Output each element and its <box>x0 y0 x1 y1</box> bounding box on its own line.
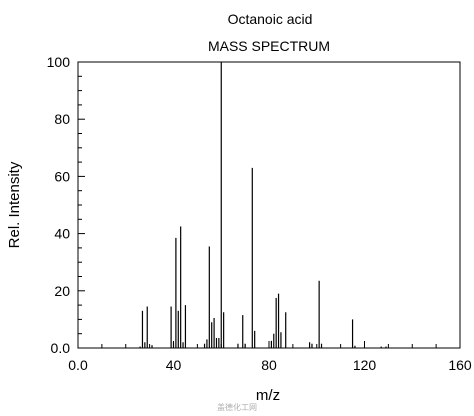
x-tick-label: 40 <box>166 357 182 373</box>
y-tick-label: 40 <box>54 226 70 242</box>
x-tick-label: 120 <box>353 357 377 373</box>
y-axis: 0.0 20 40 60 80 100 <box>47 54 85 356</box>
y-axis-label: Rel. Intensity <box>6 161 23 248</box>
x-axis: 0.0 40 80 120 160 <box>68 341 472 373</box>
chart-subtitle: MASS SPECTRUM <box>208 38 330 54</box>
x-tick-label: 160 <box>448 357 472 373</box>
chart-title: Octanoic acid <box>228 11 313 27</box>
y-tick-label: 100 <box>47 54 71 70</box>
y-tick-label: 20 <box>54 283 70 299</box>
x-tick-label: 0.0 <box>68 357 88 373</box>
x-tick-label: 80 <box>261 357 277 373</box>
y-tick-label: 0.0 <box>51 340 71 356</box>
y-tick-label: 60 <box>54 168 70 184</box>
plot-frame <box>77 61 461 349</box>
x-axis-label: m/z <box>256 387 280 404</box>
watermark-text: 盖德化工网 <box>217 402 257 412</box>
y-tick-label: 80 <box>54 111 70 127</box>
spectrum-peaks <box>139 62 387 348</box>
